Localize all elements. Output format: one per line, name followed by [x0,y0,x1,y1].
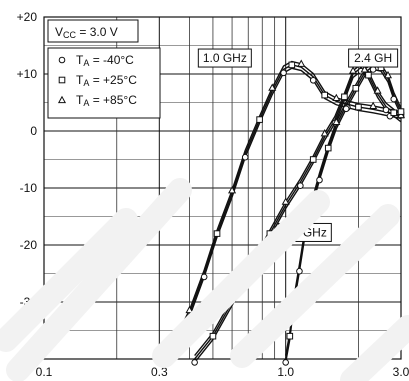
data-point-3-2 [286,332,294,340]
plot-frame [43,16,402,360]
data-point-1-11 [288,61,296,69]
data-point-2-7 [297,182,304,190]
y-tick-label: 0 [30,124,37,138]
data-point-3-7 [316,176,323,184]
data-point-2-1 [191,359,198,366]
y-tick-label: -20 [20,238,38,252]
data-point-3-11 [352,84,360,92]
data-point-3-8 [324,144,332,152]
data-point-1-14 [321,91,328,99]
legend-marker-3 [57,95,67,104]
data-point-1-5 [213,230,221,237]
x-tick-label: 3.0 [393,365,409,379]
data-point-2-16 [382,106,390,114]
condition-box-frame [47,19,139,43]
data-point-1-18 [369,101,378,110]
data-point-1-17 [355,103,362,111]
data-point-1-10 [280,69,287,77]
data-point-1-15 [332,93,341,102]
condition-label: VCC = 3.0 V [55,25,118,40]
legend-label-3: TA = +85°C [76,93,137,108]
data-point-2-15 [373,86,382,94]
data-point-2-8 [309,156,317,163]
annotation-label: 2.4 GH [354,51,392,65]
annotation-2: 2.4 GH [348,48,399,68]
data-point-1-13 [309,76,317,84]
legend-marker-1 [58,56,66,64]
data-point-1-9 [268,83,277,91]
annotation-box [348,48,399,68]
data-point-2-12 [349,66,358,74]
data-point-1-4 [200,273,208,281]
data-point-2-17 [390,109,398,117]
data-point-3-12 [360,65,369,73]
y-tick-label: -10 [20,181,38,195]
marker-layer [156,59,406,366]
data-point-3-17 [397,108,405,115]
watermark-stroke-5 [340,315,409,381]
data-point-2-11 [341,93,348,101]
annotation-label: 1.0 GHz [203,51,247,65]
legend: TA = -40°C TA = +25°C TA = +85°C [47,47,161,119]
annotation-box [197,48,252,68]
data-point-1-8 [256,116,263,123]
watermark-stroke-3 [152,190,330,368]
data-point-1-3 [185,305,194,314]
data-point-2-2 [209,332,217,340]
data-point-3-10 [342,105,350,113]
condition-box: VCC = 3.0 V [47,19,139,43]
data-point-2-9 [320,129,329,137]
data-point-2-14 [365,71,372,79]
data-point-3-1 [282,359,289,366]
data-point-1-12 [297,59,306,67]
watermark-stroke-4 [230,204,400,368]
watermark-stroke-2 [6,178,192,381]
legend-label-1: TA = -40°C [76,53,134,68]
data-point-3-4 [296,267,303,275]
y-tick-label: +20 [17,10,38,24]
watermark-layer [0,178,409,381]
y-tick-label: +10 [17,67,38,81]
data-point-2-6 [281,197,290,205]
watermark-stroke-1 [0,208,138,352]
data-point-1-7 [241,153,249,161]
annotation-1: 1.0 GHz [197,48,252,68]
legend-label-2: TA = +25°C [76,73,137,88]
data-point-3-16 [390,95,398,103]
legend-box [47,47,161,119]
data-point-1-6 [228,186,237,194]
series-line-1.0-ghz-triangle [158,60,402,357]
legend-marker-2 [58,76,66,84]
x-tick-label: 0.1 [36,365,53,379]
data-point-3-15 [383,70,393,79]
grid-layer [43,16,402,360]
x-tick-label: 1.0 [277,365,294,379]
x-tick-label: 0.3 [151,365,168,379]
data-point-3-9 [332,117,341,125]
